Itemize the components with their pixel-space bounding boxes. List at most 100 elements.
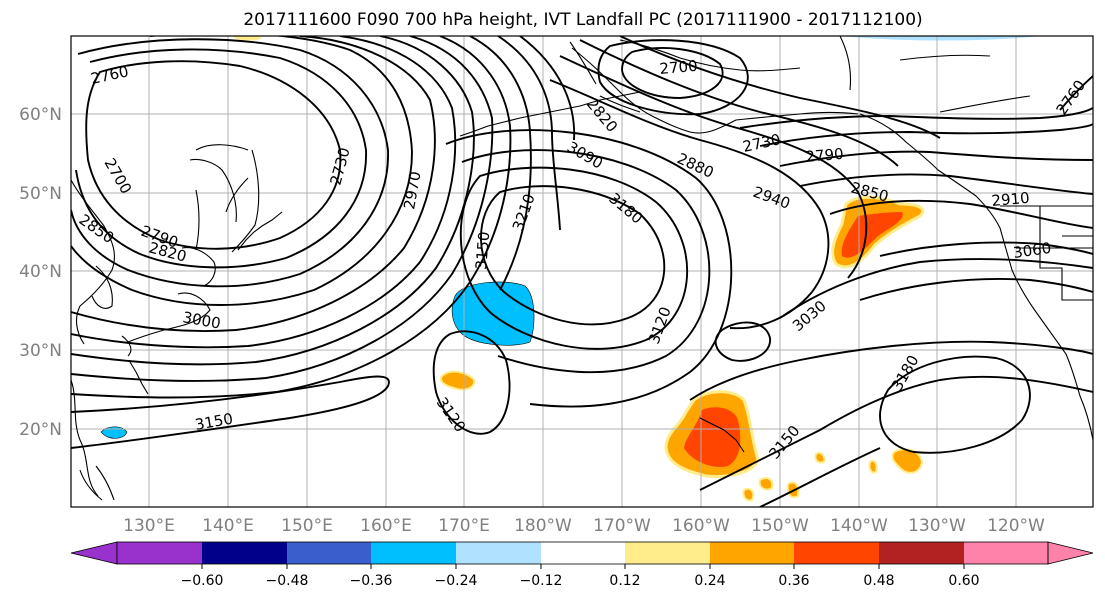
- lat-label: 20°N: [19, 420, 62, 440]
- ivt-positive-patch-2: [891, 448, 924, 474]
- lon-label: 120°W: [987, 516, 1045, 536]
- contour-label: 2910: [991, 189, 1031, 210]
- philippines: [79, 465, 115, 501]
- lon-label: 140°W: [830, 516, 888, 536]
- colorbar-tick-label: 0.60: [948, 573, 979, 589]
- map-frame: [70, 35, 1094, 508]
- contour-3180-e-loop: [879, 355, 1031, 454]
- contour-3030: [469, 36, 532, 291]
- contour-label: 2700: [101, 155, 136, 197]
- contour-ne-4: [799, 173, 1093, 195]
- colorbar-segment: [202, 542, 287, 564]
- contour-3150-sw: [71, 375, 390, 449]
- colorbar-tick-label: −0.12: [520, 573, 563, 589]
- contour-label: 3090: [564, 138, 606, 173]
- contour-2700-ak: [621, 47, 724, 99]
- ivt-strong-region-south: [684, 407, 741, 468]
- bering-strait: [569, 41, 597, 85]
- kamchatka-coast: [225, 149, 260, 253]
- contour-3030-e: [779, 258, 1093, 319]
- contour-3060: [497, 36, 561, 231]
- contour-3210-ridge: [480, 185, 666, 326]
- contour-2820-nw: [71, 38, 389, 288]
- ivt-positive-patch-3: [758, 477, 774, 491]
- lat-label: 30°N: [19, 341, 62, 361]
- contour-label: 3210: [509, 191, 539, 233]
- contour-ne-3: [779, 150, 1093, 167]
- contour-label: 2700: [659, 57, 699, 78]
- colorbar-tick-label: 0.12: [609, 573, 640, 589]
- canada-bc-coast: [859, 113, 1081, 397]
- ryukyu-islands: [129, 361, 149, 395]
- ivt-positive-patch-6: [814, 451, 826, 464]
- lon-label: 170°E: [438, 516, 490, 536]
- colorbar-segment: [541, 542, 625, 564]
- contour-trough-4: [619, 36, 941, 139]
- lon-label: 150°E: [281, 516, 333, 536]
- aleutian-islands: [459, 91, 641, 137]
- japan-honshu: [127, 292, 211, 343]
- lon-label: 130°E: [123, 516, 175, 536]
- contour-2760-nw: [85, 60, 342, 250]
- colorbar-arrow-left: [70, 541, 118, 565]
- sakhalin-island: [195, 189, 200, 251]
- coastlines: [71, 36, 1093, 501]
- ivt-positive-patch-8: [232, 36, 262, 41]
- map-title: 2017111600 F090 700 hPa height, IVT Land…: [243, 10, 922, 30]
- contour-trough-2: [559, 55, 868, 279]
- contour-2880: [71, 36, 436, 332]
- korea-peninsula: [91, 265, 113, 309]
- colorbar-ticks: [201, 564, 965, 569]
- contour-2850-w: [71, 36, 413, 306]
- contour-label: 2970: [400, 170, 424, 211]
- colorbar-tick-label: −0.24: [435, 573, 478, 589]
- asian-coast: [71, 179, 115, 497]
- contour-3120-sw-loop: [432, 330, 511, 435]
- lon-label: 170°W: [593, 516, 651, 536]
- contour-2910: [71, 36, 457, 349]
- contour-2790-nw: [75, 48, 367, 269]
- canada-interior: [899, 54, 1031, 113]
- contour-label: 3150: [472, 231, 493, 271]
- contour-2760-ak: [597, 39, 749, 116]
- colorbar-tick-label: 0.48: [863, 573, 894, 589]
- height-contours: [71, 36, 1093, 507]
- contour-3210-se: [759, 447, 881, 507]
- colorbar: −0.60 −0.48 −0.36 −0.24 −0.12 0.12 0.24 …: [70, 541, 1094, 589]
- latitude-labels: 60°N 50°N 40°N 30°N 20°N: [19, 105, 62, 440]
- colorbar-segment: [287, 542, 371, 564]
- colorbar-tick-label: 0.24: [694, 573, 725, 589]
- ivt-positive-patch-5: [742, 487, 755, 502]
- contour-3180-ridge: [459, 166, 688, 350]
- contour-trough-3: [579, 39, 899, 167]
- lon-label: 160°E: [360, 516, 412, 536]
- lon-label: 140°E: [202, 516, 254, 536]
- colorbar-segment: [879, 542, 964, 564]
- contour-label: 2730: [741, 130, 782, 156]
- ivt-negative-patch-north: [842, 36, 1040, 41]
- contour-label: 2790: [805, 145, 845, 166]
- contour-2760-ne: [1059, 75, 1093, 111]
- contour-label: 2940: [751, 183, 793, 213]
- lon-label: 160°W: [672, 516, 730, 536]
- contour-3090-e: [859, 278, 1093, 301]
- colorbar-tick-label: −0.48: [266, 573, 309, 589]
- ivt-strong-region-ne: [841, 212, 903, 258]
- alaska-coast: [571, 47, 859, 134]
- hawaii-islands: [699, 417, 745, 453]
- contour-label: 3180: [605, 189, 646, 227]
- contour-label: 3060: [1012, 239, 1052, 262]
- colorbar-segment: [964, 542, 1048, 564]
- contour-label: 3150: [765, 422, 803, 463]
- colorbar-segment: [625, 542, 710, 564]
- contour-3090: [519, 36, 576, 141]
- contour-ne-1: [739, 107, 1093, 129]
- colorbar-tick-label: −0.36: [350, 573, 393, 589]
- ivt-positive-patch-7: [868, 459, 878, 474]
- contour-label: 2760: [89, 62, 130, 88]
- contour-ne-5: [829, 199, 1093, 229]
- japan-kyushu: [121, 335, 132, 357]
- contour-label: 2820: [583, 95, 621, 136]
- colorbar-tick-label: 0.36: [778, 573, 809, 589]
